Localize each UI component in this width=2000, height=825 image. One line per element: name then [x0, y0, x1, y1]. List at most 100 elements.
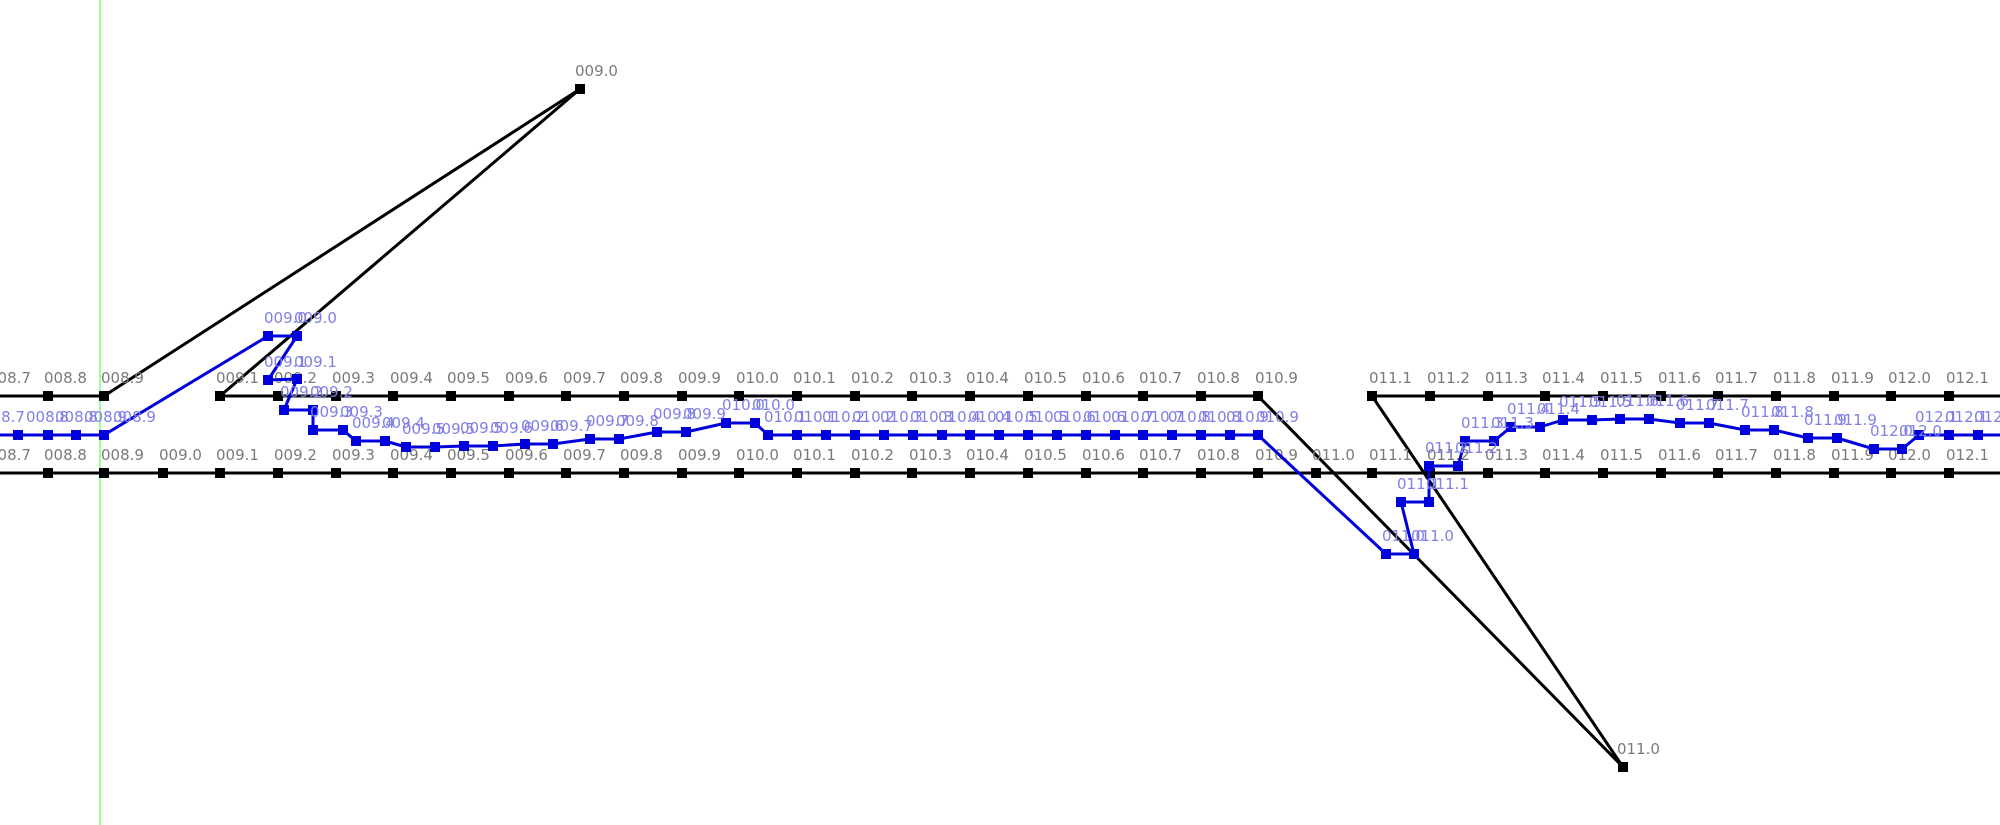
track-label: 009.1 — [216, 369, 259, 387]
track-marker — [850, 391, 860, 401]
track-marker — [965, 468, 975, 478]
track-label: 010.7 — [1139, 369, 1182, 387]
blue-marker — [1081, 430, 1091, 440]
track-label: 012.1 — [1946, 369, 1989, 387]
blue-marker — [263, 331, 273, 341]
track-marker — [1886, 391, 1896, 401]
blue-label: 010.5 — [1025, 408, 1068, 426]
blue-label: 010.2 — [852, 408, 895, 426]
blue-marker — [994, 430, 1004, 440]
blue-marker — [1769, 425, 1779, 435]
blue-label: 009.5 — [460, 419, 503, 437]
track-label: 009.2 — [274, 446, 317, 464]
blue-label: 011.1 — [1426, 475, 1469, 493]
track-label: 011.8 — [1773, 369, 1816, 387]
blue-label: 011.4 — [1537, 400, 1580, 418]
track-marker — [215, 468, 225, 478]
track-label: 010.5 — [1024, 446, 1067, 464]
track-label: 009.8 — [620, 369, 663, 387]
blue-label: 010.7 — [1111, 408, 1154, 426]
track-label: 010.0 — [736, 369, 779, 387]
blue-marker — [1409, 549, 1419, 559]
blue-marker — [459, 441, 469, 451]
track-marker — [99, 468, 109, 478]
blue-marker — [585, 434, 595, 444]
track-marker — [446, 468, 456, 478]
blue-marker — [338, 425, 348, 435]
blue-marker — [1740, 425, 1750, 435]
blue-marker — [13, 430, 23, 440]
track-marker — [388, 391, 398, 401]
blue-label: 012.1 — [1915, 408, 1958, 426]
track-label: 011.1 — [1369, 369, 1412, 387]
track-label: 010.5 — [1024, 369, 1067, 387]
blue-label: 010.3 — [910, 408, 953, 426]
track-label: 011.4 — [1542, 369, 1585, 387]
blue-marker — [821, 430, 831, 440]
track-label: 008.9 — [101, 446, 144, 464]
track-marker — [734, 391, 744, 401]
blue-label: 011.7 — [1706, 396, 1749, 414]
track-marker — [1081, 468, 1091, 478]
track-label: 011.3 — [1485, 446, 1528, 464]
blue-marker — [292, 374, 302, 384]
track-label: 008.9 — [101, 369, 144, 387]
blue-label: 011.1 — [1397, 475, 1440, 493]
track-marker — [677, 391, 687, 401]
track-label: 008.7 — [0, 369, 31, 387]
blue-marker — [1381, 549, 1391, 559]
track-marker — [619, 468, 629, 478]
track-label: 009.0 — [159, 446, 202, 464]
blue-label: 008.9 — [113, 408, 156, 426]
track-marker — [1138, 468, 1148, 478]
blue-label: 009.8 — [653, 405, 696, 423]
track-marker — [1367, 391, 1377, 401]
blue-marker — [879, 430, 889, 440]
track-label: 010.9 — [1255, 446, 1298, 464]
track-label: 009.7 — [563, 369, 606, 387]
blue-marker — [401, 442, 411, 452]
blue-marker — [1460, 436, 1470, 446]
blue-label: 010.2 — [822, 408, 865, 426]
track-marker — [1367, 468, 1377, 478]
blue-label: 010.8 — [1198, 408, 1241, 426]
black-point-label: 011.0 — [1617, 740, 1660, 758]
blue-label: 011.2 — [1455, 439, 1498, 457]
blue-label: 009.4 — [352, 414, 395, 432]
blue-marker — [1869, 444, 1879, 454]
blue-marker — [488, 441, 498, 451]
blue-marker — [1453, 461, 1463, 471]
track-marker — [1138, 391, 1148, 401]
blue-marker — [1832, 433, 1842, 443]
blue-marker — [850, 430, 860, 440]
track-marker — [1311, 468, 1321, 478]
blue-label: 011.9 — [1834, 411, 1877, 429]
blue-marker — [792, 430, 802, 440]
track-marker — [273, 468, 283, 478]
blue-label: 011.6 — [1646, 392, 1689, 410]
track-label: 011.8 — [1773, 446, 1816, 464]
blue-label: 010.1 — [794, 408, 837, 426]
blue-label: 009.2 — [310, 383, 353, 401]
track-marker — [99, 391, 109, 401]
blue-marker — [430, 442, 440, 452]
blue-label: 010.9 — [1226, 408, 1269, 426]
track-label: 010.3 — [909, 369, 952, 387]
connector-line — [103, 87, 581, 398]
blue-marker — [548, 439, 558, 449]
blue-label: 009.2 — [280, 383, 323, 401]
track-label: 011.3 — [1485, 369, 1528, 387]
blue-label: 008.8 — [26, 408, 69, 426]
track-marker — [1656, 391, 1666, 401]
blue-label: 009.6 — [521, 417, 564, 435]
track-label: 010.6 — [1082, 369, 1125, 387]
blue-label: 011.5 — [1589, 393, 1632, 411]
track-marker — [1253, 468, 1263, 478]
blue-marker — [721, 418, 731, 428]
track-label: 011.6 — [1658, 369, 1701, 387]
blue-label: 012.1 — [1945, 408, 1988, 426]
track-marker — [504, 391, 514, 401]
blue-marker — [1803, 433, 1813, 443]
blue-label: 009.3 — [340, 403, 383, 421]
